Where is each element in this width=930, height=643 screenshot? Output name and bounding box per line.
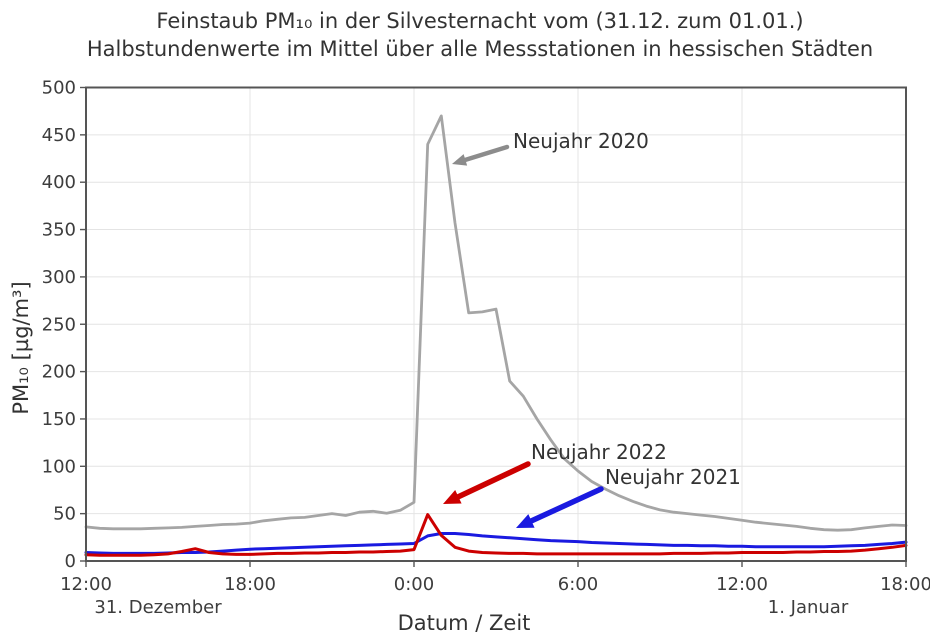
annotation-label-neujahr-2021: Neujahr 2021 [605,465,741,489]
chart-title-line1: Feinstaub PM₁₀ in der Silvesternacht vom… [156,9,803,33]
y-tick-label: 300 [42,267,76,288]
x-tick-label: 0:00 [394,574,434,595]
y-tick-label: 250 [42,314,76,335]
y-tick-label: 350 [42,220,76,241]
series-layer [84,114,908,557]
annotation-arrowhead-neujahr-2020 [452,154,468,166]
annotation-arrow-neujahr-2021 [528,486,604,524]
y-tick-label: 500 [42,78,76,99]
annotation-arrow-neujahr-2020 [463,144,510,163]
y-axis-label: PM₁₀ [µg/m³] [9,281,33,414]
chart-title-line2: Halbstundenwerte im Mittel über alle Mes… [87,37,873,61]
y-tick-label: 400 [42,172,76,193]
frame-layer [80,86,907,567]
x-date-label-31-dezember: 31. Dezember [94,597,222,618]
y-tick-label: 100 [42,456,76,477]
annotation-arrowhead-neujahr-2022 [443,489,462,504]
x-tick-label: 18:00 [224,574,276,595]
x-tick-label: 12:00 [60,574,112,595]
x-tick-label: 6:00 [558,574,598,595]
x-tick-label: 12:00 [716,574,768,595]
y-tick-label: 50 [53,504,76,525]
annotation-arrow-neujahr-2022 [455,461,531,500]
y-tick-label: 200 [42,362,76,383]
annotation-label-neujahr-2020: Neujahr 2020 [513,129,649,153]
annotation-label-neujahr-2022: Neujahr 2022 [531,440,667,464]
series-line-neujahr-2020 [84,114,908,532]
x-tick-label: 18:00 [880,574,930,595]
x-axis-label: Datum / Zeit [398,611,531,635]
series-line-neujahr-2022 [84,513,908,557]
x-date-label-1-januar: 1. Januar [768,597,849,618]
series-line-neujahr-2021 [84,532,908,555]
y-tick-label: 0 [65,551,76,572]
y-tick-label: 450 [42,125,76,146]
tick-label-layer: 0 50 100 150 200 250 300 350 400 450 500 12:00 18:00… [42,78,930,596]
grid-layer [85,87,907,562]
y-tick-label: 150 [42,409,76,430]
annotation-arrowhead-neujahr-2021 [516,514,535,528]
